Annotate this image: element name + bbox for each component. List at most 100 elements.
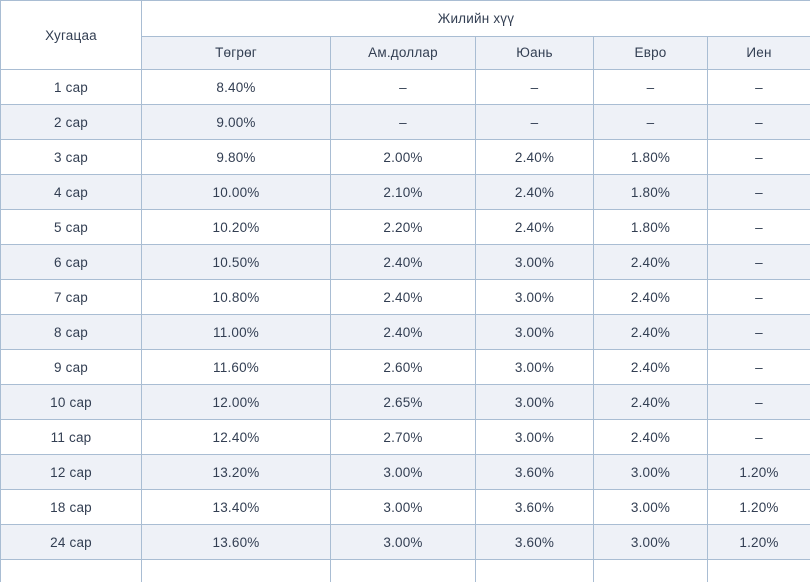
table-body: 1 сар 8.40% – – – –2 сар 9.00% – – – –3 сар 9.80% 2.… bbox=[0, 69, 810, 582]
rate-cell: – bbox=[707, 209, 810, 245]
rate-cell: 3.60% bbox=[475, 489, 594, 525]
rate-cell: 3.00% bbox=[475, 384, 594, 420]
rate-cell: 1.20% bbox=[707, 524, 810, 560]
rate-cell: 3.00% bbox=[593, 454, 708, 490]
rate-cell: 3.00% bbox=[475, 419, 594, 455]
rate-cell: – bbox=[707, 69, 810, 105]
rate-cell: – bbox=[707, 104, 810, 140]
rate-cell: 1.20% bbox=[707, 454, 810, 490]
rate-cell: 2.40% bbox=[330, 244, 476, 280]
rate-cell: 2.40% bbox=[475, 209, 594, 245]
table-row: 24 сар 13.60% 3.00% 3.60% 3.00% 1.20% bbox=[0, 524, 810, 560]
table-row: 18 сар 13.40% 3.00% 3.60% 3.00% 1.20% bbox=[0, 489, 810, 525]
rate-cell: 2.40% bbox=[593, 314, 708, 350]
table-header: Хугацаа Жилийн хүү Төгрөг Ам.доллар Юань Ев… bbox=[0, 0, 810, 70]
rate-cell: 2.40% bbox=[330, 314, 476, 350]
empty-cell bbox=[475, 559, 594, 582]
rate-cell: 2.40% bbox=[593, 349, 708, 385]
period-cell: 8 сар bbox=[0, 314, 142, 350]
rate-cell: 12.00% bbox=[141, 384, 331, 420]
table-row: 8 сар 11.00% 2.40% 3.00% 2.40% – bbox=[0, 314, 810, 350]
empty-cell bbox=[141, 559, 331, 582]
rate-cell: 3.00% bbox=[593, 524, 708, 560]
rate-cell: 8.40% bbox=[141, 69, 331, 105]
currency-header-row: Төгрөг Ам.доллар Юань Евро Иен bbox=[1, 35, 810, 70]
rate-cell: 11.60% bbox=[141, 349, 331, 385]
empty-cell bbox=[0, 559, 142, 582]
period-cell: 18 сар bbox=[0, 489, 142, 525]
rate-cell: 2.70% bbox=[330, 419, 476, 455]
rate-cell: 2.40% bbox=[475, 174, 594, 210]
rate-cell: – bbox=[475, 104, 594, 140]
rate-cell: 3.00% bbox=[330, 454, 476, 490]
rate-cell: 2.65% bbox=[330, 384, 476, 420]
table-row: 1 сар 8.40% – – – – bbox=[0, 69, 810, 105]
empty-cell bbox=[330, 559, 476, 582]
rate-cell: – bbox=[593, 69, 708, 105]
rate-cell: – bbox=[707, 349, 810, 385]
rate-cell: 2.40% bbox=[593, 279, 708, 315]
rate-cell: 10.20% bbox=[141, 209, 331, 245]
period-cell: 11 сар bbox=[0, 419, 142, 455]
rate-cell: – bbox=[707, 174, 810, 210]
rate-cell: 12.40% bbox=[141, 419, 331, 455]
currency-column-header: Юань bbox=[475, 35, 594, 70]
rate-cell: 2.40% bbox=[593, 384, 708, 420]
rate-cell: 13.20% bbox=[141, 454, 331, 490]
rate-cell: 3.00% bbox=[330, 489, 476, 525]
rate-cell: 2.40% bbox=[475, 139, 594, 175]
rate-cell: 2.40% bbox=[593, 244, 708, 280]
rate-cell: 2.20% bbox=[330, 209, 476, 245]
period-cell: 24 сар bbox=[0, 524, 142, 560]
rate-cell: 2.40% bbox=[330, 279, 476, 315]
table-row: 2 сар 9.00% – – – – bbox=[0, 104, 810, 140]
rate-cell: – bbox=[707, 279, 810, 315]
rate-cell: – bbox=[593, 104, 708, 140]
rate-cell: 3.00% bbox=[593, 489, 708, 525]
rate-cell: – bbox=[475, 69, 594, 105]
annual-interest-group-header: Жилийн хүү bbox=[141, 0, 810, 37]
rate-cell: 1.80% bbox=[593, 174, 708, 210]
rate-cell: – bbox=[330, 104, 476, 140]
rate-cell: 9.00% bbox=[141, 104, 331, 140]
table-row-clipped bbox=[0, 559, 810, 582]
rate-cell: 2.10% bbox=[330, 174, 476, 210]
period-cell: 9 сар bbox=[0, 349, 142, 385]
rate-cell: 1.20% bbox=[707, 489, 810, 525]
table-row: 5 сар 10.20% 2.20% 2.40% 1.80% – bbox=[0, 209, 810, 245]
table-row: 6 сар 10.50% 2.40% 3.00% 2.40% – bbox=[0, 244, 810, 280]
period-column-header: Хугацаа bbox=[0, 0, 142, 70]
rate-cell: – bbox=[707, 384, 810, 420]
rate-cell: 1.80% bbox=[593, 139, 708, 175]
rate-cell: – bbox=[707, 244, 810, 280]
period-cell: 7 сар bbox=[0, 279, 142, 315]
rate-cell: – bbox=[330, 69, 476, 105]
rate-cell: 3.00% bbox=[475, 244, 594, 280]
period-cell: 6 сар bbox=[0, 244, 142, 280]
rate-cell: – bbox=[707, 314, 810, 350]
rate-cell: 3.00% bbox=[475, 314, 594, 350]
rate-cell: 2.60% bbox=[330, 349, 476, 385]
rate-cell: 3.00% bbox=[475, 279, 594, 315]
rate-cell: 3.60% bbox=[475, 454, 594, 490]
table-row: 4 сар 10.00% 2.10% 2.40% 1.80% – bbox=[0, 174, 810, 210]
rate-cell: – bbox=[707, 139, 810, 175]
period-cell: 3 сар bbox=[0, 139, 142, 175]
rate-cell: 13.60% bbox=[141, 524, 331, 560]
period-cell: 12 сар bbox=[0, 454, 142, 490]
table-row: 9 сар 11.60% 2.60% 3.00% 2.40% – bbox=[0, 349, 810, 385]
empty-cell bbox=[707, 559, 810, 582]
currency-column-header: Иен bbox=[707, 35, 810, 70]
currency-column-header: Евро bbox=[593, 35, 708, 70]
rate-cell: 3.00% bbox=[475, 349, 594, 385]
period-cell: 4 сар bbox=[0, 174, 142, 210]
period-cell: 1 сар bbox=[0, 69, 142, 105]
rate-cell: 11.00% bbox=[141, 314, 331, 350]
empty-cell bbox=[593, 559, 708, 582]
period-cell: 10 сар bbox=[0, 384, 142, 420]
rate-cell: 9.80% bbox=[141, 139, 331, 175]
table-row: 3 сар 9.80% 2.00% 2.40% 1.80% – bbox=[0, 139, 810, 175]
period-cell: 2 сар bbox=[0, 104, 142, 140]
